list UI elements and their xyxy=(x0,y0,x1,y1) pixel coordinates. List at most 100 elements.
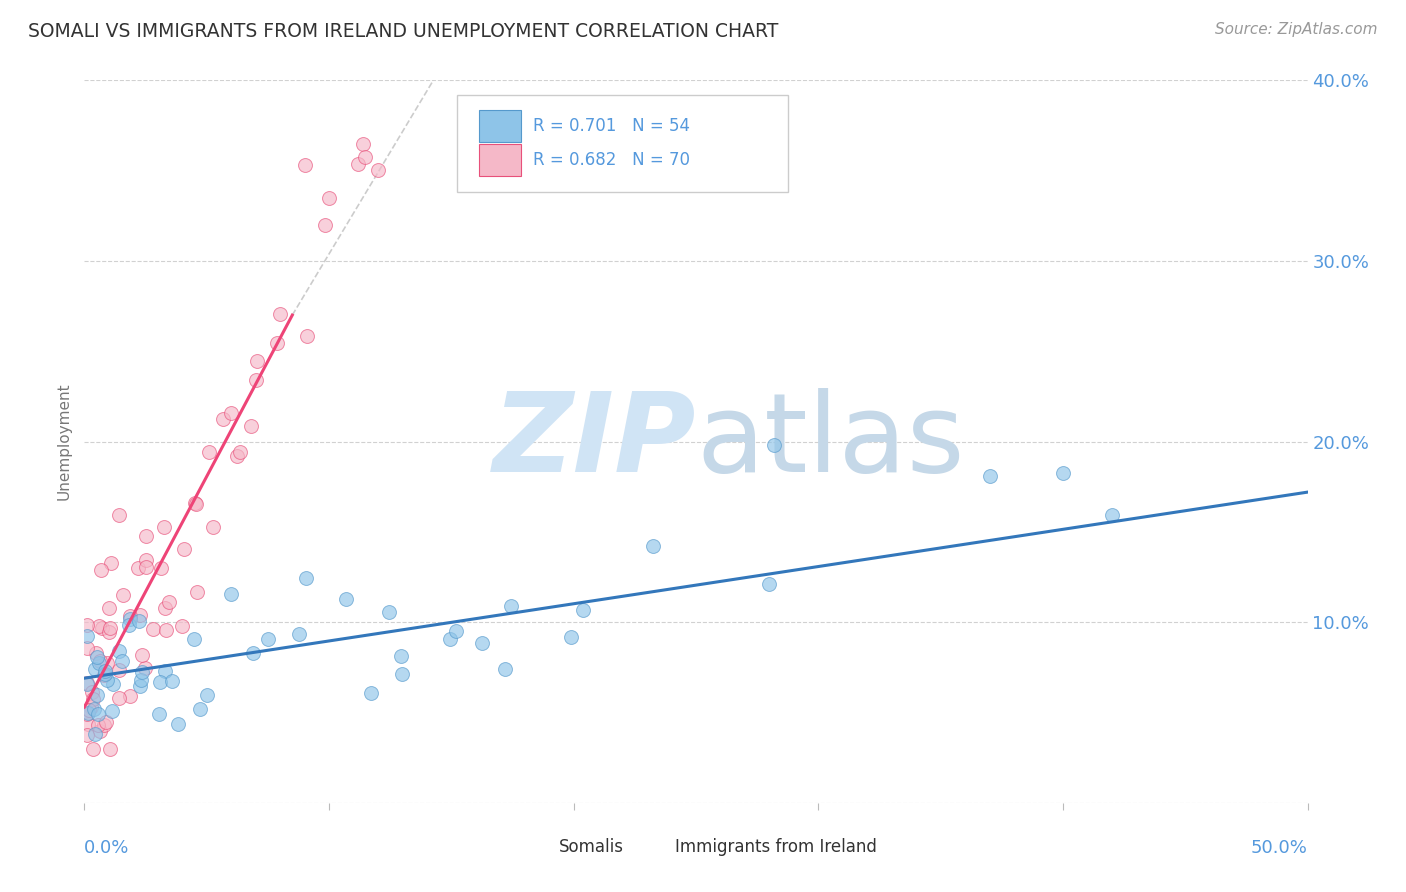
Point xyxy=(134,661,156,675)
FancyBboxPatch shape xyxy=(457,95,787,193)
Point xyxy=(1101,508,1123,522)
Point xyxy=(228,444,250,458)
Point xyxy=(160,673,183,688)
Point xyxy=(354,150,377,164)
Point xyxy=(118,689,141,703)
Point xyxy=(643,539,665,553)
Point xyxy=(112,588,135,602)
Point xyxy=(86,649,108,664)
Point xyxy=(76,677,98,691)
Point xyxy=(142,622,165,636)
Point xyxy=(87,619,110,633)
Point xyxy=(83,727,105,741)
FancyBboxPatch shape xyxy=(479,110,522,142)
Point xyxy=(560,630,582,644)
Point xyxy=(439,632,461,646)
Point xyxy=(87,718,110,732)
Point xyxy=(219,406,242,420)
Point xyxy=(501,599,523,613)
Point xyxy=(77,706,100,721)
Point xyxy=(97,600,120,615)
Point xyxy=(360,686,382,700)
Point xyxy=(128,614,150,628)
Point xyxy=(82,691,104,706)
Point xyxy=(118,609,141,624)
Point xyxy=(77,717,100,731)
Point xyxy=(1052,466,1074,480)
FancyBboxPatch shape xyxy=(637,835,672,859)
Point xyxy=(76,618,98,632)
Point xyxy=(100,556,122,570)
Point xyxy=(89,724,111,739)
Text: atlas: atlas xyxy=(696,388,965,495)
Point xyxy=(172,619,194,633)
Point xyxy=(134,560,156,574)
Point xyxy=(352,137,374,152)
Y-axis label: Unemployment: Unemployment xyxy=(56,383,72,500)
Point xyxy=(94,667,117,681)
Text: 50.0%: 50.0% xyxy=(1251,838,1308,857)
Text: ZIP: ZIP xyxy=(492,388,696,495)
Point xyxy=(153,601,176,615)
Point xyxy=(219,587,242,601)
Point xyxy=(470,636,492,650)
Point xyxy=(118,612,141,626)
Point xyxy=(76,641,98,656)
Point xyxy=(184,496,207,510)
Point xyxy=(444,624,467,638)
Point xyxy=(245,373,267,387)
Point xyxy=(202,519,225,533)
Point xyxy=(195,688,218,702)
Point xyxy=(153,664,176,678)
Point xyxy=(108,644,131,658)
Point xyxy=(269,307,291,321)
Point xyxy=(758,577,780,591)
Point xyxy=(318,191,340,205)
Point xyxy=(335,591,357,606)
Point xyxy=(157,594,180,608)
Point xyxy=(90,621,112,635)
Point xyxy=(257,632,280,647)
Point xyxy=(76,629,98,643)
Point xyxy=(183,632,205,647)
Point xyxy=(242,646,264,660)
Point xyxy=(87,656,110,670)
Point xyxy=(186,584,208,599)
Point xyxy=(762,438,785,452)
Point xyxy=(266,335,288,350)
Point xyxy=(86,688,108,702)
Point xyxy=(128,607,150,622)
Point xyxy=(98,625,121,640)
Point xyxy=(129,679,152,693)
Point xyxy=(377,605,399,619)
Point xyxy=(572,603,595,617)
Point xyxy=(131,665,153,680)
Point xyxy=(314,218,336,232)
Point xyxy=(131,648,153,662)
Point xyxy=(98,621,121,635)
Point xyxy=(167,717,190,731)
Text: Somalis: Somalis xyxy=(560,838,624,855)
Point xyxy=(94,714,117,729)
Point xyxy=(494,662,516,676)
Point xyxy=(173,542,195,557)
Point xyxy=(98,741,121,756)
Point xyxy=(83,662,105,676)
Point xyxy=(294,571,316,585)
Point xyxy=(101,677,124,691)
Point xyxy=(83,702,105,716)
Point xyxy=(108,508,131,522)
Point xyxy=(79,703,101,717)
FancyBboxPatch shape xyxy=(479,144,522,176)
Point xyxy=(149,675,172,690)
Point xyxy=(76,707,98,722)
Point xyxy=(129,673,152,687)
Point xyxy=(93,717,115,731)
Text: R = 0.682   N = 70: R = 0.682 N = 70 xyxy=(533,151,690,169)
Point xyxy=(212,411,235,425)
Point xyxy=(93,668,115,682)
Point xyxy=(80,699,103,714)
Point xyxy=(87,706,110,721)
Point xyxy=(198,445,221,459)
Point xyxy=(184,498,207,512)
